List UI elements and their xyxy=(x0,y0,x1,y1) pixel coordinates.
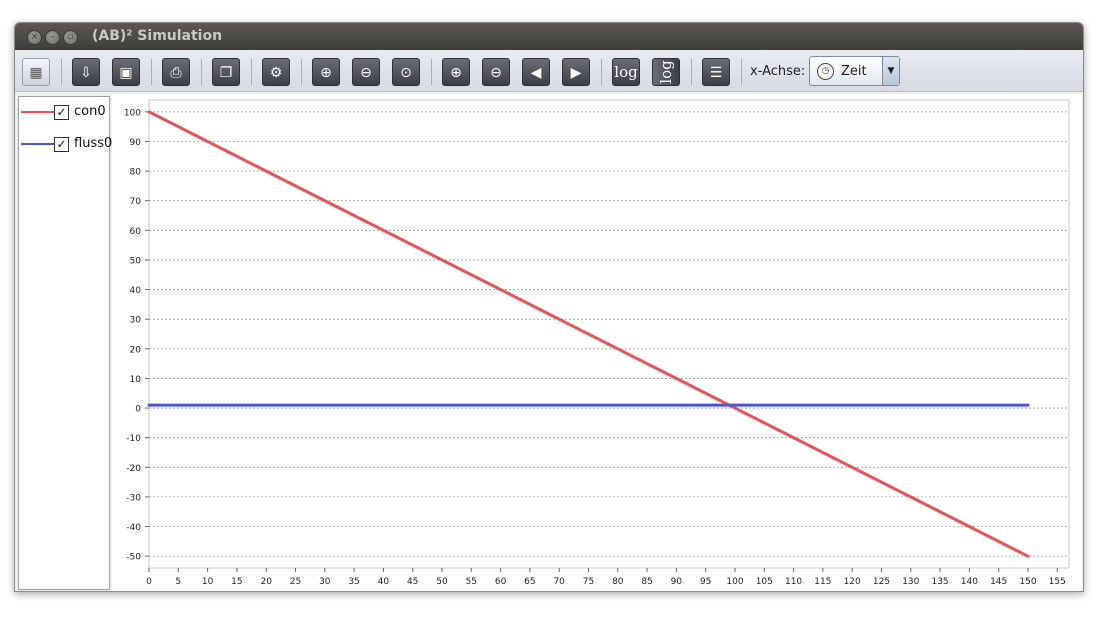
y-tick-label: 70 xyxy=(130,197,142,207)
close-window-button[interactable]: × xyxy=(27,30,42,45)
y-tick-label: -40 xyxy=(126,523,141,533)
title-bar: × – ▫ (AB)² Simulation xyxy=(15,23,1083,50)
x-tick-label: 110 xyxy=(785,577,802,587)
legend-checkbox[interactable]: ✓ xyxy=(54,105,69,120)
x-tick-label: 25 xyxy=(290,577,301,587)
x-axis-select-value: Zeit xyxy=(841,64,867,79)
zoom-reset-icon[interactable]: ⊙ xyxy=(392,58,420,86)
toolbar-separator xyxy=(741,59,742,85)
x-tick-label: 45 xyxy=(407,577,418,587)
y-tick-label: -10 xyxy=(126,434,141,444)
legend-item-con0[interactable]: ✓ con0 xyxy=(19,102,111,122)
x-tick-label: 50 xyxy=(436,577,448,587)
y-tick-label: 100 xyxy=(124,108,141,118)
y-tick-label: 20 xyxy=(130,345,142,355)
x-tick-label: 130 xyxy=(902,577,919,587)
y-tick-label: 90 xyxy=(130,138,142,148)
x-tick-label: 85 xyxy=(641,577,652,587)
toolbar-separator xyxy=(431,59,432,85)
settings-icon[interactable]: ⚙ xyxy=(262,58,290,86)
x-tick-label: 5 xyxy=(175,577,181,587)
x-tick-label: 105 xyxy=(756,577,773,587)
toolbar-separator xyxy=(301,59,302,85)
x-tick-label: 150 xyxy=(1019,577,1036,587)
toolbar-separator xyxy=(201,59,202,85)
pan-right-icon[interactable]: ▶ xyxy=(562,58,590,86)
x-tick-label: 30 xyxy=(319,577,331,587)
y-tick-label: 80 xyxy=(130,168,142,178)
zoom-in-horizontal-icon[interactable]: ⊕ xyxy=(442,58,470,86)
x-tick-label: 35 xyxy=(348,577,359,587)
y-tick-label: 10 xyxy=(130,375,142,385)
x-tick-label: 0 xyxy=(146,577,152,587)
toolbar-separator xyxy=(601,59,602,85)
pan-left-icon[interactable]: ◀ xyxy=(522,58,550,86)
zoom-out-horizontal-icon[interactable]: ⊖ xyxy=(482,58,510,86)
y-tick-label: -50 xyxy=(126,553,141,563)
y-tick-label: -20 xyxy=(126,464,141,474)
legend-line xyxy=(21,111,54,113)
x-tick-label: 135 xyxy=(931,577,948,587)
x-tick-label: 55 xyxy=(466,577,477,587)
toolbar-separator xyxy=(151,59,152,85)
zoom-in-icon[interactable]: ⊕ xyxy=(312,58,340,86)
legend-label: con0 xyxy=(74,104,106,119)
legend-line xyxy=(21,143,54,145)
x-tick-label: 10 xyxy=(202,577,214,587)
x-tick-label: 75 xyxy=(583,577,594,587)
window-title: (AB)² Simulation xyxy=(92,28,223,44)
zoom-out-icon[interactable]: ⊖ xyxy=(352,58,380,86)
maximize-window-button[interactable]: ▫ xyxy=(63,30,78,45)
series-line-con0 xyxy=(147,110,1030,558)
toolbar: ▦ ⇩ ▣ ⎙ ❐ ⚙ ⊕ ⊖ ⊙ ⊕ ⊖ ◀ ▶ log log ☰ x-Ac… xyxy=(15,50,1083,92)
x-axis-select[interactable]: ◷ Zeit ▼ xyxy=(809,56,900,86)
x-tick-label: 115 xyxy=(814,577,831,587)
toolbar-separator xyxy=(691,59,692,85)
legend-item-fluss0[interactable]: ✓ fluss0 xyxy=(19,134,113,154)
y-tick-label: 40 xyxy=(130,286,142,296)
legend-label: fluss0 xyxy=(74,136,113,151)
toolbar-separator xyxy=(61,59,62,85)
print-icon[interactable]: ⎙ xyxy=(162,58,190,86)
toolbar-separator xyxy=(251,59,252,85)
x-tick-label: 120 xyxy=(844,577,861,587)
y-tick-label: 0 xyxy=(135,405,141,415)
x-tick-label: 140 xyxy=(961,577,978,587)
x-tick-label: 155 xyxy=(1049,577,1066,587)
x-tick-label: 70 xyxy=(553,577,565,587)
list-icon[interactable]: ☰ xyxy=(702,58,730,86)
series-legend: ✓ con0 ✓ fluss0 xyxy=(18,96,113,590)
x-tick-label: 65 xyxy=(524,577,535,587)
plot-area[interactable]: 100 90 80 70 60 50 40 30 20 10 0 -10 -20 -30 -40 -50 0 5 1… xyxy=(112,94,1082,591)
y-tick-label: 60 xyxy=(130,227,142,237)
plot-frame xyxy=(148,99,1070,569)
x-axis-label: x-Achse: xyxy=(750,64,806,79)
y-tick-label: -30 xyxy=(126,493,141,503)
x-tick-label: 145 xyxy=(990,577,1007,587)
y-tick-label: 30 xyxy=(130,316,142,326)
chevron-down-icon[interactable]: ▼ xyxy=(882,57,899,85)
copy-icon[interactable]: ❐ xyxy=(212,58,240,86)
x-tick-label: 20 xyxy=(260,577,272,587)
x-tick-label: 100 xyxy=(726,577,743,587)
y-tick-label: 50 xyxy=(130,256,142,266)
x-tick-label: 95 xyxy=(700,577,711,587)
x-tick-label: 90 xyxy=(671,577,683,587)
log-x-icon[interactable]: log xyxy=(612,58,640,86)
minimize-window-button[interactable]: – xyxy=(45,30,60,45)
table-icon[interactable]: ▦ xyxy=(22,58,50,86)
export-icon[interactable]: ⇩ xyxy=(72,58,100,86)
image-icon[interactable]: ▣ xyxy=(112,58,140,86)
x-tick-label: 125 xyxy=(873,577,890,587)
log-y-icon[interactable]: log xyxy=(652,58,680,86)
x-tick-label: 80 xyxy=(612,577,624,587)
x-tick-label: 60 xyxy=(495,577,507,587)
app-window: × – ▫ (AB)² Simulation ▦ ⇩ ▣ ⎙ ❐ ⚙ ⊕ ⊖ ⊙… xyxy=(14,22,1084,592)
clock-icon: ◷ xyxy=(817,63,834,80)
x-tick-label: 40 xyxy=(378,577,390,587)
legend-checkbox[interactable]: ✓ xyxy=(54,137,69,152)
x-tick-label: 15 xyxy=(231,577,242,587)
